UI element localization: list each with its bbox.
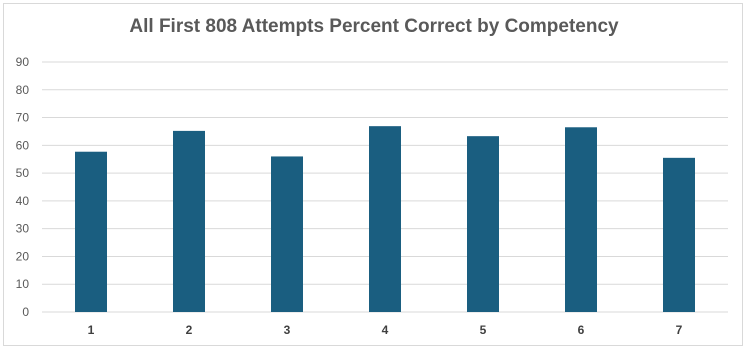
bar xyxy=(565,127,597,313)
y-tick-label: 90 xyxy=(16,55,30,69)
x-tick-label: 7 xyxy=(676,323,683,337)
y-tick-label: 20 xyxy=(16,249,30,263)
y-tick-label: 60 xyxy=(16,138,30,152)
bar xyxy=(467,136,499,312)
bar xyxy=(173,130,205,312)
x-tick-label: 3 xyxy=(284,323,291,337)
y-tick-label: 10 xyxy=(16,277,30,291)
x-tick-label: 1 xyxy=(88,323,95,337)
y-tick-label: 50 xyxy=(16,166,30,180)
bar xyxy=(663,157,695,312)
y-tick-label: 70 xyxy=(16,111,30,125)
bars xyxy=(75,126,695,313)
y-axis: 0 10 20 30 40 50 60 70 80 90 xyxy=(16,55,30,319)
y-tick-label: 30 xyxy=(16,222,30,236)
x-tick-label: 2 xyxy=(186,323,193,337)
chart-title: All First 808 Attempts Percent Correct b… xyxy=(129,16,619,37)
y-tick-label: 80 xyxy=(16,83,30,97)
x-tick-label: 5 xyxy=(480,323,487,337)
y-tick-label: 40 xyxy=(16,194,30,208)
y-tick-label: 0 xyxy=(22,305,29,319)
x-tick-label: 6 xyxy=(578,323,585,337)
x-axis: 1 2 3 4 5 6 7 xyxy=(88,323,683,337)
bar xyxy=(369,126,401,313)
bar xyxy=(75,151,107,312)
bar xyxy=(271,156,303,312)
x-tick-label: 4 xyxy=(382,323,389,337)
